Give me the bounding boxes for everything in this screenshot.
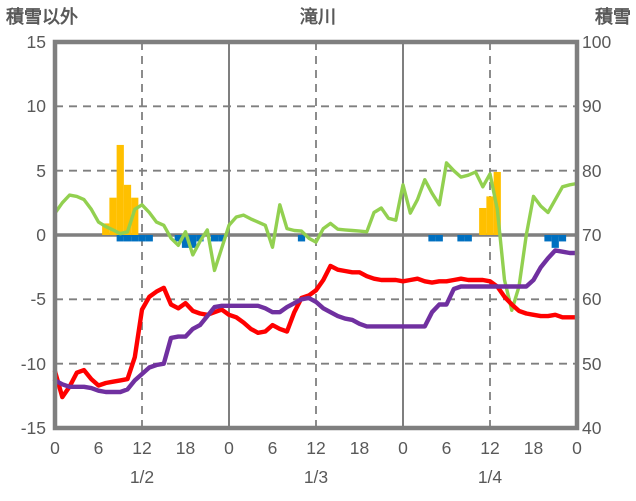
blue-bars-bar	[174, 235, 182, 242]
x-hour-label: 18	[349, 438, 370, 458]
blue-bars-bar	[551, 235, 559, 248]
right-axis-tick-label: 70	[582, 225, 602, 245]
blue-bars-bar	[116, 235, 124, 242]
red-line	[52, 263, 580, 400]
right-axis-tick-label: 80	[582, 160, 602, 181]
x-hour-label: 12	[480, 438, 500, 458]
chart-title: 滝川	[300, 7, 336, 27]
orange-bars-bar	[102, 223, 110, 235]
x-hour-label: 18	[175, 438, 196, 458]
x-date-label: 1/3	[303, 467, 329, 487]
left-axis-tick-label: -15	[20, 418, 46, 438]
orange-bars-bar	[109, 197, 117, 235]
x-hour-label: 6	[441, 438, 452, 458]
x-hour-label: 6	[267, 438, 278, 458]
blue-bars-bar	[123, 235, 132, 242]
x-hour-label: 12	[132, 438, 152, 458]
blue-bars-bar	[297, 235, 306, 242]
orange-bars-bar	[479, 207, 487, 235]
orange-bars-bar	[131, 197, 139, 235]
left-axis-tick-label: -10	[20, 353, 46, 374]
left-axis-tick-label: 10	[26, 96, 46, 117]
blue-bars-bar	[464, 235, 472, 242]
blue-bars-bar	[138, 235, 146, 242]
blue-bars-bar	[131, 235, 139, 242]
blue-bars-bar	[218, 235, 226, 242]
orange-bars-bar	[116, 144, 124, 235]
x-hour-label: 12	[306, 438, 326, 458]
x-hour-label: 0	[572, 438, 582, 458]
left-axis-tick-label: -5	[30, 289, 46, 310]
plot-frame	[52, 39, 580, 431]
right-axis-tick-label: 90	[582, 96, 602, 117]
left-axis-title: 積雪以外	[6, 7, 78, 27]
right-axis-tick-label: 100	[582, 32, 612, 52]
right-axis-tick-label: 60	[582, 289, 602, 310]
blue-bars-bar	[558, 235, 567, 242]
blue-bars-bar	[145, 235, 153, 242]
left-axis-tick-label: 5	[36, 160, 46, 181]
orange-bars-bar	[123, 184, 132, 235]
blue-bars-bar	[435, 235, 443, 242]
right-axis-tick-label: 50	[582, 353, 602, 374]
x-date-label: 1/2	[129, 467, 155, 487]
blue-bars-bar	[181, 235, 190, 248]
blue-bars-bar	[428, 235, 436, 242]
purple-line	[52, 248, 580, 395]
orange-bars-bar	[486, 196, 494, 235]
blue-bars-bar	[457, 235, 465, 242]
x-hour-label: 0	[398, 438, 408, 458]
left-axis-tick-label: 15	[26, 32, 46, 52]
right-axis-title: 積雪	[595, 7, 631, 27]
green-line	[53, 161, 579, 312]
blue-bars-bar	[189, 235, 197, 248]
blue-bars-bar	[196, 235, 204, 242]
x-date-label: 1/4	[477, 467, 503, 487]
blue-bars-bar	[544, 235, 552, 242]
x-hour-label: 0	[224, 438, 234, 458]
left-axis-tick-label: 0	[36, 225, 46, 245]
x-hour-label: 0	[50, 438, 60, 458]
x-hour-label: 18	[523, 438, 544, 458]
right-axis-tick-label: 40	[582, 418, 602, 438]
x-hour-label: 6	[93, 438, 104, 458]
blue-bars-bar	[210, 235, 219, 242]
